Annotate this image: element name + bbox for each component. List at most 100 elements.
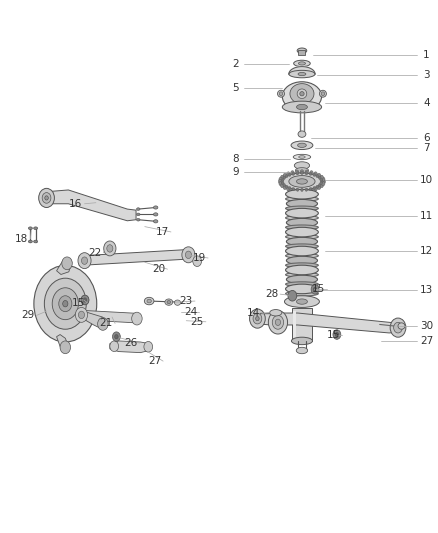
Circle shape (286, 187, 290, 191)
Text: 13: 13 (420, 285, 433, 295)
Circle shape (283, 183, 286, 187)
Circle shape (113, 332, 120, 342)
Ellipse shape (300, 92, 304, 96)
Circle shape (288, 187, 291, 190)
Text: 3: 3 (423, 70, 430, 80)
Circle shape (320, 182, 322, 185)
Circle shape (182, 247, 195, 263)
Ellipse shape (291, 337, 313, 345)
Circle shape (83, 298, 87, 302)
Text: 21: 21 (100, 318, 113, 328)
Circle shape (282, 182, 284, 185)
Circle shape (390, 318, 406, 337)
Ellipse shape (286, 284, 318, 294)
Text: 26: 26 (124, 338, 138, 348)
Text: 27: 27 (148, 356, 161, 366)
Circle shape (44, 278, 86, 329)
Circle shape (279, 181, 283, 185)
Ellipse shape (295, 167, 308, 173)
Text: 29: 29 (21, 310, 35, 320)
Circle shape (305, 189, 308, 193)
Circle shape (285, 174, 288, 177)
Text: 25: 25 (191, 317, 204, 327)
Circle shape (104, 241, 116, 256)
Ellipse shape (286, 275, 318, 284)
Circle shape (305, 172, 307, 175)
Ellipse shape (286, 237, 318, 246)
Circle shape (320, 180, 323, 183)
Bar (292, 308, 311, 341)
Circle shape (316, 185, 318, 188)
Circle shape (300, 188, 303, 191)
Ellipse shape (286, 272, 318, 277)
Circle shape (281, 175, 284, 180)
Circle shape (78, 311, 85, 319)
Ellipse shape (283, 173, 321, 190)
Circle shape (292, 188, 295, 191)
Circle shape (39, 188, 54, 207)
Circle shape (305, 170, 308, 174)
Ellipse shape (283, 101, 321, 113)
Ellipse shape (137, 219, 140, 221)
Ellipse shape (298, 131, 306, 138)
Circle shape (253, 313, 262, 324)
Circle shape (281, 180, 284, 183)
Circle shape (322, 179, 325, 183)
Ellipse shape (319, 90, 326, 97)
Ellipse shape (321, 92, 325, 95)
Circle shape (272, 316, 284, 329)
Text: 17: 17 (155, 227, 169, 237)
Ellipse shape (147, 299, 151, 303)
Polygon shape (289, 67, 315, 74)
Circle shape (144, 342, 152, 352)
Circle shape (292, 172, 295, 175)
Ellipse shape (283, 82, 321, 111)
Polygon shape (57, 259, 72, 274)
Ellipse shape (297, 48, 307, 53)
Circle shape (288, 290, 297, 301)
Ellipse shape (153, 206, 158, 209)
Text: 7: 7 (423, 143, 430, 154)
Circle shape (295, 189, 299, 193)
Circle shape (291, 171, 294, 175)
Text: 15: 15 (327, 329, 340, 340)
Text: 24: 24 (184, 306, 197, 317)
Ellipse shape (293, 60, 310, 67)
Circle shape (313, 173, 315, 176)
Ellipse shape (294, 162, 310, 169)
Polygon shape (83, 312, 107, 329)
Text: 27: 27 (420, 336, 433, 346)
Text: 11: 11 (420, 211, 433, 221)
Ellipse shape (174, 300, 180, 305)
Ellipse shape (297, 143, 306, 148)
Circle shape (317, 185, 321, 190)
Ellipse shape (286, 235, 318, 239)
Ellipse shape (34, 240, 38, 243)
Circle shape (320, 175, 323, 180)
Polygon shape (77, 310, 141, 323)
Text: 12: 12 (420, 246, 433, 255)
Ellipse shape (270, 310, 282, 316)
Text: 23: 23 (180, 296, 193, 306)
Ellipse shape (286, 292, 318, 296)
Ellipse shape (289, 70, 315, 78)
Ellipse shape (286, 206, 318, 211)
Text: 6: 6 (423, 133, 430, 143)
Text: 28: 28 (265, 289, 278, 299)
Ellipse shape (286, 197, 318, 201)
Circle shape (318, 183, 321, 187)
Circle shape (321, 177, 325, 181)
Circle shape (281, 183, 284, 188)
Ellipse shape (291, 141, 313, 150)
Ellipse shape (286, 199, 318, 208)
Text: 4: 4 (423, 98, 430, 108)
Circle shape (320, 183, 323, 188)
Circle shape (333, 330, 341, 340)
Ellipse shape (286, 215, 318, 220)
Circle shape (63, 301, 68, 307)
Ellipse shape (286, 263, 318, 268)
Text: 19: 19 (193, 253, 206, 263)
Ellipse shape (153, 213, 158, 216)
Circle shape (42, 192, 51, 203)
Circle shape (81, 295, 89, 305)
